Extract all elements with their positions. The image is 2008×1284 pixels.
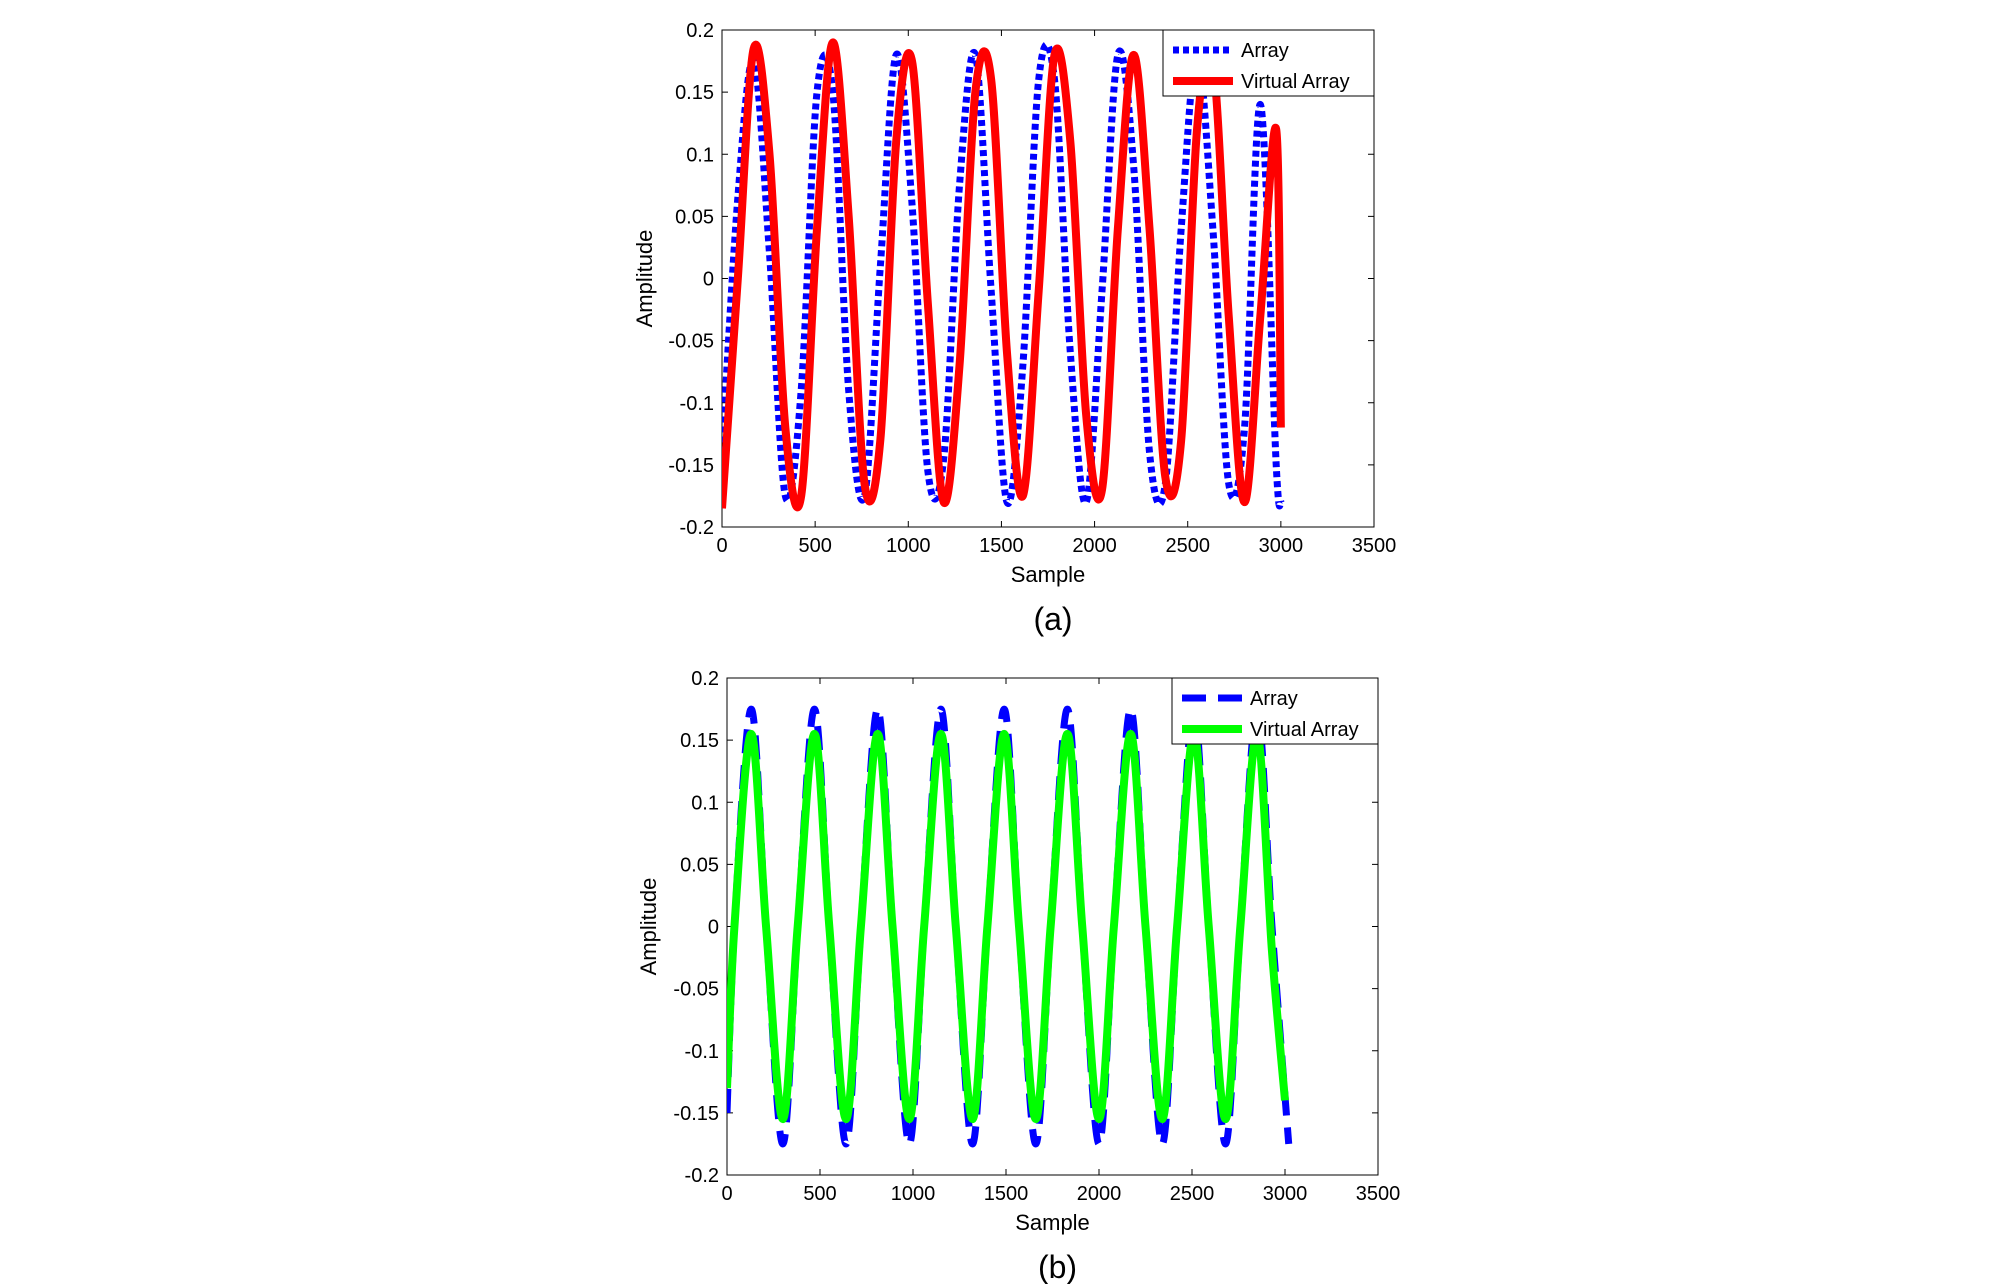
y-tick-label: 0.05	[680, 854, 719, 876]
x-tick-label: 500	[803, 1183, 836, 1205]
y-tick-label: -0.15	[673, 1103, 719, 1125]
y-axis-label: Amplitude	[632, 230, 657, 328]
y-tick-label: 0.1	[691, 792, 719, 814]
y-tick-label: -0.05	[673, 979, 719, 1001]
y-tick-label: -0.1	[680, 393, 714, 415]
x-tick-label: 0	[716, 535, 727, 557]
legend-label-1: Virtual Array	[1250, 719, 1359, 741]
panel-caption: (b)	[1038, 1249, 1077, 1284]
chart-panel-1: 0 500 1000 1500 2000 2500 3000 3500 0.2 0.15 0.1 0.…	[636, 668, 1400, 1284]
x-tick-label: 1500	[979, 535, 1024, 557]
legend-label-0: Array	[1250, 688, 1298, 710]
x-tick-label: 3500	[1352, 535, 1397, 557]
y-tick-label: 0	[708, 917, 719, 939]
y-tick-label: -0.2	[680, 517, 714, 539]
chart-panel-0: 0 500 1000 1500 2000 2500 3000 3500 0.2 0.15 0.1 0.…	[632, 20, 1396, 637]
y-tick-label: -0.1	[685, 1041, 719, 1063]
x-tick-label: 2500	[1165, 535, 1210, 557]
legend-label-1: Virtual Array	[1241, 71, 1350, 93]
y-tick-label: -0.2	[685, 1165, 719, 1187]
y-tick-label: 0.1	[686, 144, 714, 166]
x-tick-label: 1500	[984, 1183, 1029, 1205]
panel-caption: (a)	[1033, 601, 1072, 637]
legend-label-0: Array	[1241, 40, 1289, 62]
x-tick-label: 0	[721, 1183, 732, 1205]
x-tick-label: 1000	[886, 535, 931, 557]
x-tick-label: 1000	[891, 1183, 936, 1205]
x-tick-label: 2000	[1077, 1183, 1122, 1205]
y-tick-label: 0.15	[680, 730, 719, 752]
x-tick-label: 2500	[1170, 1183, 1215, 1205]
y-tick-label: 0.2	[691, 668, 719, 690]
y-axis-label: Amplitude	[636, 878, 661, 976]
x-tick-label: 3000	[1263, 1183, 1308, 1205]
y-tick-label: -0.05	[668, 331, 714, 353]
series-line-1	[722, 38, 1285, 512]
y-tick-label: 0	[703, 269, 714, 291]
y-tick-label: 0.2	[686, 20, 714, 42]
y-tick-label: -0.15	[668, 455, 714, 477]
x-tick-label: 2000	[1072, 535, 1117, 557]
x-tick-label: 3000	[1259, 535, 1304, 557]
x-tick-label: 500	[798, 535, 831, 557]
y-tick-label: 0.15	[675, 82, 714, 104]
x-axis-label: Sample	[1015, 1210, 1090, 1235]
x-axis-label: Sample	[1011, 562, 1086, 587]
y-tick-label: 0.05	[675, 206, 714, 228]
x-tick-label: 3500	[1356, 1183, 1401, 1205]
